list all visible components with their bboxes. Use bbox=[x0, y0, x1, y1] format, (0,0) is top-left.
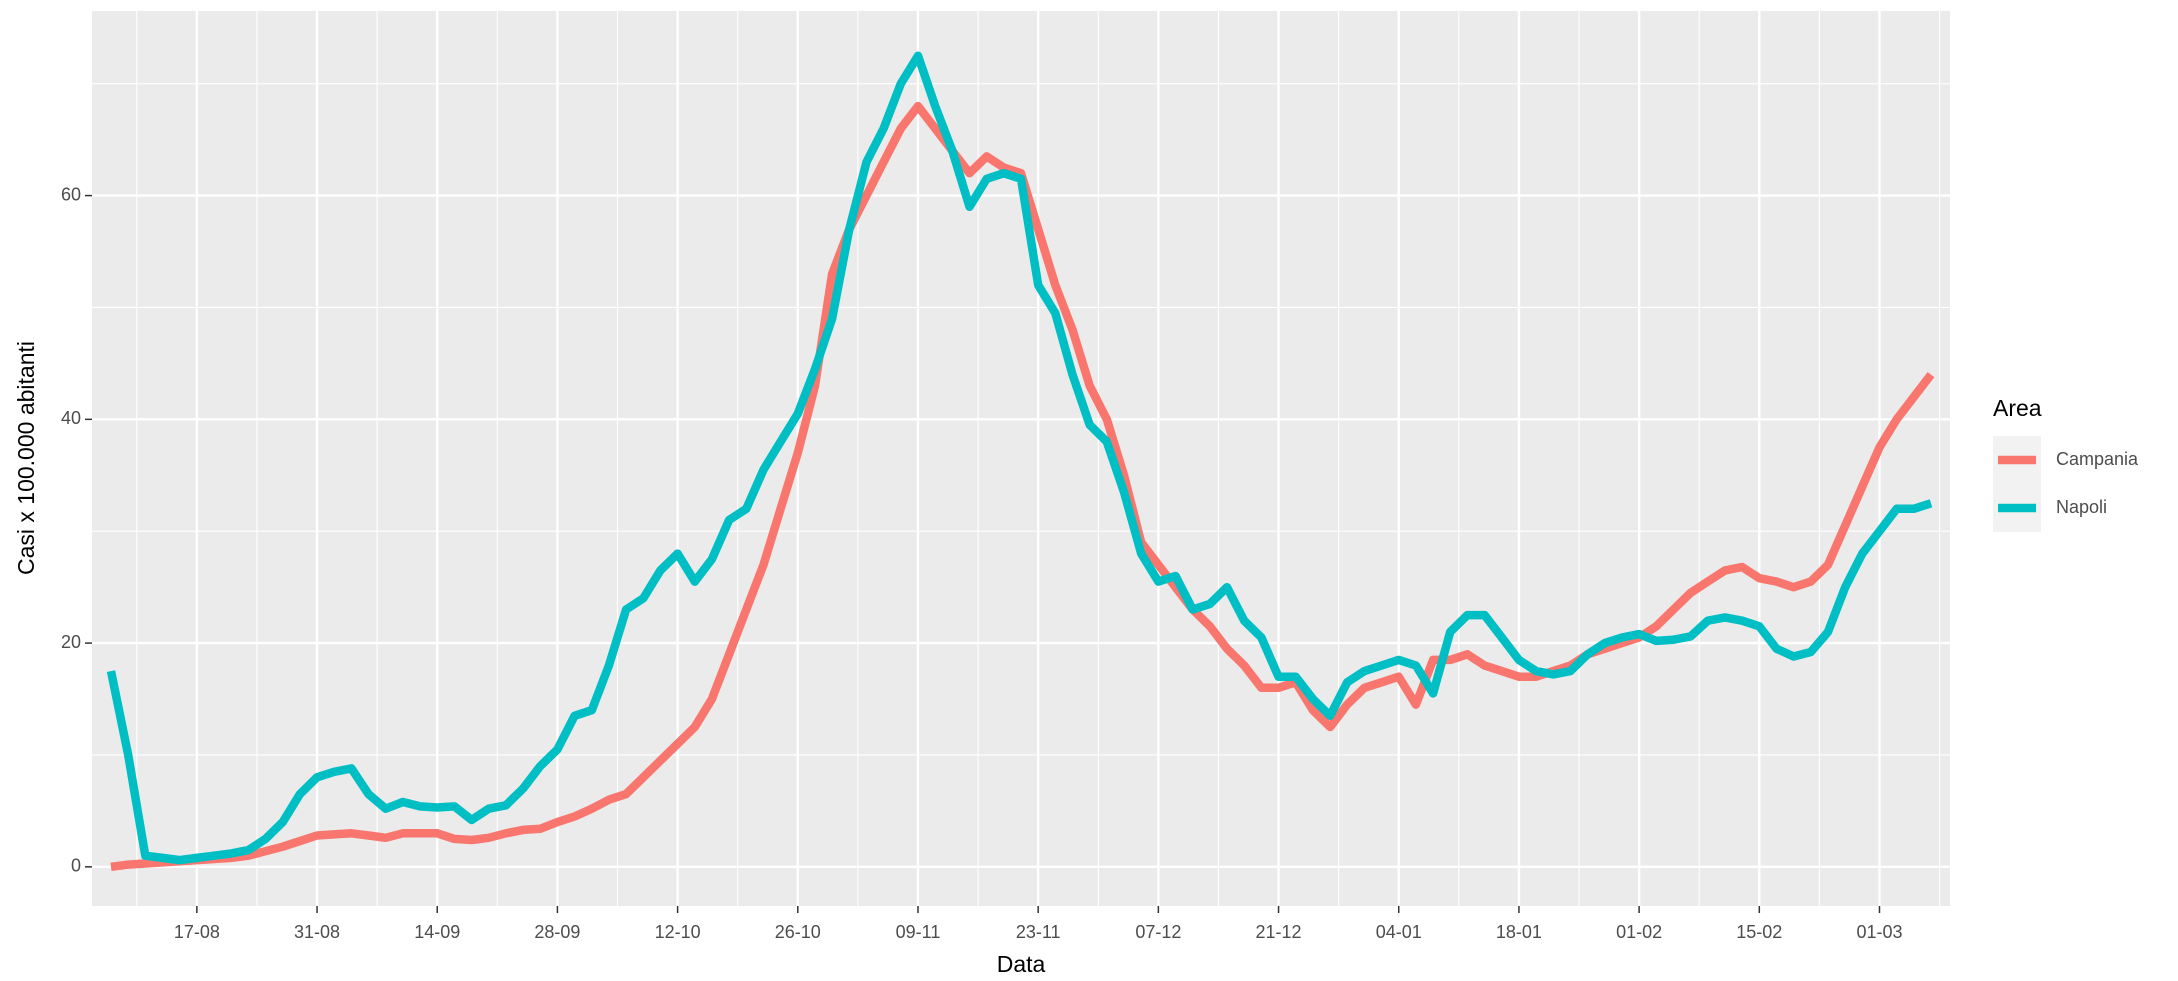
x-tick-label: 09-11 bbox=[896, 922, 941, 942]
y-axis-title: Casi x 100.000 abitanti bbox=[13, 341, 39, 575]
x-tick-label: 17-08 bbox=[174, 922, 220, 942]
x-tick-label: 21-12 bbox=[1256, 922, 1302, 942]
x-tick-label: 04-01 bbox=[1376, 922, 1422, 942]
legend-label: Napoli bbox=[2056, 497, 2107, 517]
lines bbox=[106, 51, 1935, 872]
y-tick-label: 60 bbox=[61, 184, 81, 204]
x-axis-title: Data bbox=[997, 951, 1046, 977]
panel bbox=[92, 11, 1950, 906]
x-tick-label: 31-08 bbox=[294, 922, 340, 942]
y-tick-label: 40 bbox=[61, 408, 81, 428]
y-tick-label: 20 bbox=[61, 632, 81, 652]
series-line bbox=[106, 51, 1933, 865]
x-tick-label: 23-11 bbox=[1016, 922, 1061, 942]
x-tick-label: 12-10 bbox=[655, 922, 701, 942]
axes: 0 20 40 60 17-08 31-08 14-09 28-09 12-10 26-10 09-… bbox=[61, 184, 1903, 941]
legend-title: Area bbox=[1993, 395, 2042, 421]
x-tick-label: 26-10 bbox=[775, 922, 821, 942]
x-tick-label: 01-03 bbox=[1856, 922, 1902, 942]
y-tick-label: 0 bbox=[71, 856, 81, 876]
legend: Campania Napoli bbox=[1993, 436, 2139, 532]
x-tick-label: 15-02 bbox=[1736, 922, 1782, 942]
x-tick-label: 18-01 bbox=[1496, 922, 1542, 942]
series-line bbox=[110, 101, 1935, 872]
legend-label: Campania bbox=[2056, 449, 2139, 469]
x-tick-label: 14-09 bbox=[414, 922, 460, 942]
x-tick-label: 01-02 bbox=[1616, 922, 1662, 942]
x-tick-label: 07-12 bbox=[1135, 922, 1181, 942]
x-tick-label: 28-09 bbox=[534, 922, 580, 942]
